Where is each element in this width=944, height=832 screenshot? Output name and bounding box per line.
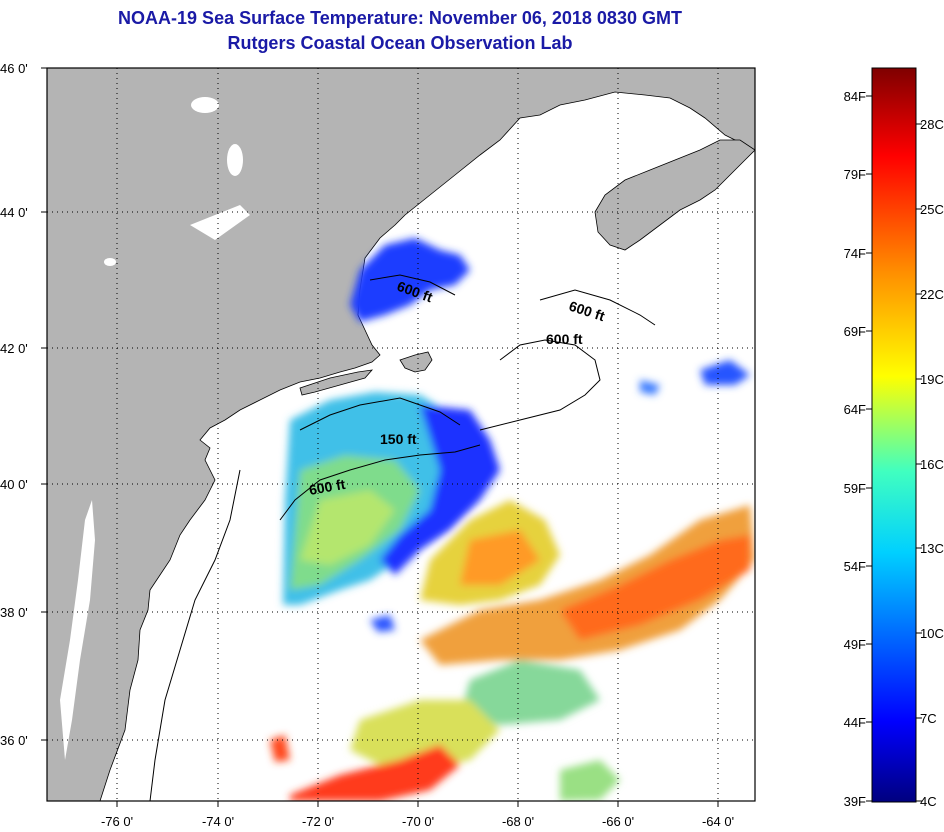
lon-label: -68 0' [502,814,534,829]
colorbar-f-label: 39F [844,794,866,809]
colorbar-c-label: 25C [920,202,944,217]
colorbar-c-label: 28C [920,117,944,132]
colorbar-f-label: 59F [844,481,866,496]
map-title: NOAA-19 Sea Surface Temperature: Novembe… [118,8,682,28]
contour-label: 600 ft [308,476,347,498]
lat-label: 38 0' [0,605,28,620]
lat-label: 36 0' [0,733,28,748]
contour-label: 600 ft [546,331,583,347]
lat-label: 44 0' [0,205,28,220]
lon-label: -66 0' [602,814,634,829]
colorbar-c-label: 4C [920,794,937,809]
colorbar-c-ticks [916,123,922,802]
lat-lon-grid [47,68,755,801]
colorbar-f-label: 79F [844,167,866,182]
colorbar-c-label: 7C [920,711,937,726]
lon-label: -64 0' [702,814,734,829]
lat-label: 46 0' [0,61,28,76]
colorbar-c-label: 22C [920,287,944,302]
colorbar-f-label: 69F [844,324,866,339]
lon-label: -74 0' [202,814,234,829]
colorbar-f-label: 44F [844,715,866,730]
colorbar-f-label: 64F [844,402,866,417]
colorbar-f-label: 74F [844,246,866,261]
lat-label: 40 0' [0,477,28,492]
axis-ticks [41,67,719,807]
map-subtitle: Rutgers Coastal Ocean Observation Lab [227,33,573,53]
colorbar-f-label: 49F [844,637,866,652]
colorbar-c-label: 19C [920,372,944,387]
lon-label: -72 0' [302,814,334,829]
contour-label: 150 ft [380,431,417,447]
lon-label: -76 0' [101,814,133,829]
map-frame [46,67,756,802]
land-mass [47,68,755,801]
colorbar-c-label: 13C [920,541,944,556]
inland-water [60,97,250,760]
colorbar-f-label: 84F [844,89,866,104]
colorbar-f-ticks [866,95,872,802]
colorbar-f-label: 54F [844,559,866,574]
bathymetry-contours [149,274,656,801]
colorbar-c-label: 16C [920,457,944,472]
sst-data [270,238,755,801]
lat-label: 42 0' [0,341,28,356]
lon-label: -70 0' [402,814,434,829]
colorbar-c-label: 10C [920,626,944,641]
colorbar [871,67,917,803]
